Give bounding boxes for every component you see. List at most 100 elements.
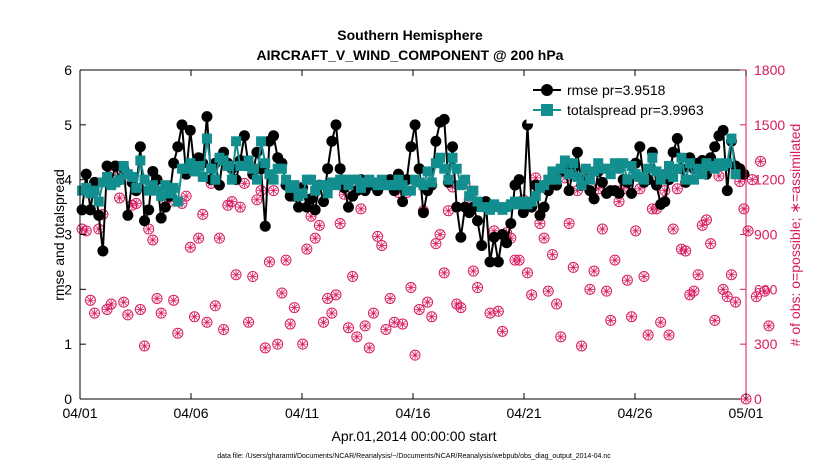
totalspread-point [289,180,300,191]
obs-assimilated-stroke [665,331,673,339]
obs-point [388,316,400,328]
obs-possible-marker [334,218,346,230]
rmse-point [405,141,417,153]
obs-assimilated-stroke [728,271,735,278]
obs-point [422,296,434,308]
obs-point [596,223,608,235]
obs-point [188,311,200,323]
obs-assimilated-stroke [311,234,319,242]
obs-possible-marker [259,342,271,354]
obs-point [376,239,388,251]
totalspread-point [268,174,279,185]
rmse-point [717,124,729,136]
obs-assimilated-stroke [174,329,182,337]
obs-point [563,218,575,230]
obs-point [409,349,421,361]
obs-point [601,285,613,297]
obs-point [288,302,300,314]
obs-possible-marker [434,229,446,240]
obs-point [193,232,205,244]
obs-possible-marker [122,309,134,321]
obs-possible-marker [397,318,409,330]
obs-possible-marker [755,155,767,167]
obs-possible-marker [209,300,221,312]
obs-possible-marker [555,331,567,343]
obs-possible-marker [680,245,692,257]
obs-point [692,269,704,281]
totalspread-point [730,169,741,180]
rmse-point [238,130,250,142]
rmse-point [659,196,671,208]
obs-assimilated-stroke [232,271,240,278]
rmse-point [76,204,88,216]
totalspread-point [547,166,558,177]
y-axis-label-right: # of obs: o=possible; ∗=assimilated [787,124,803,347]
rmse-point [613,187,625,199]
legend: rmse pr=3.9518 totalspread pr=3.9963 [526,76,738,124]
obs-point [521,267,533,279]
totalspread-point [609,158,620,169]
obs-assimilated-stroke [182,192,190,200]
rmse-point [93,209,105,221]
obs-point [567,261,579,273]
obs-assimilated-stroke [237,203,244,211]
rmse-point [201,111,213,123]
obs-point [671,183,683,195]
obs-assimilated-stroke [445,207,452,214]
obs-assimilated-stroke [103,306,111,313]
totalspread-point [264,169,275,180]
obs-assimilated-stroke [241,180,248,187]
obs-assimilated-stroke [120,298,127,306]
totalspread-point [206,163,217,174]
obs-assimilated-stroke [386,295,394,302]
obs-possible-marker [596,223,608,235]
obs-point [680,245,692,257]
obs-point [667,223,679,235]
obs-possible-marker [663,329,675,341]
obs-point [700,214,712,226]
obs-point [642,329,654,341]
obs-assimilated-stroke [87,297,94,304]
obs-point [318,316,330,328]
obs-possible-marker [276,287,288,299]
obs-possible-marker [263,256,275,268]
totalspread-point [601,163,612,174]
obs-possible-marker [671,183,683,195]
obs-assimilated-stroke [145,225,152,233]
obs-assimilated-stroke [432,240,440,247]
rmse-point [476,239,488,251]
obs-assimilated-stroke [753,293,760,300]
rmse-point [168,157,180,169]
obs-assimilated-stroke [374,233,381,240]
obs-possible-marker [251,194,263,206]
y-tick-label-left: 6 [64,62,72,78]
obs-possible-marker [472,282,484,294]
obs-assimilated-stroke [382,326,390,333]
obs-possible-marker [168,294,180,306]
obs-possible-marker [705,238,717,250]
totalspread-point [239,160,250,171]
obs-possible-marker [105,298,117,310]
obs-point [268,185,280,197]
rmse-point [409,119,421,131]
obs-possible-marker [188,311,200,323]
obs-point [351,331,363,343]
rmse-point [268,130,280,142]
obs-point [93,223,105,235]
rmse-point [143,204,155,216]
obs-possible-marker [384,292,396,304]
rmse-point [584,185,596,197]
obs-assimilated-stroke [245,318,252,326]
obs-point [280,254,292,266]
obs-possible-marker [430,238,442,250]
obs-assimilated-stroke [553,300,560,308]
totalspread-point [405,185,416,196]
obs-assimilated-stroke [266,258,273,266]
rmse-point [588,193,600,205]
obs-assimilated-stroke [470,267,477,275]
rmse-point [122,209,134,221]
totalspread-point [152,185,163,196]
obs-possible-marker [376,239,388,251]
obs-point [725,269,737,281]
totalspread-point [663,160,674,171]
